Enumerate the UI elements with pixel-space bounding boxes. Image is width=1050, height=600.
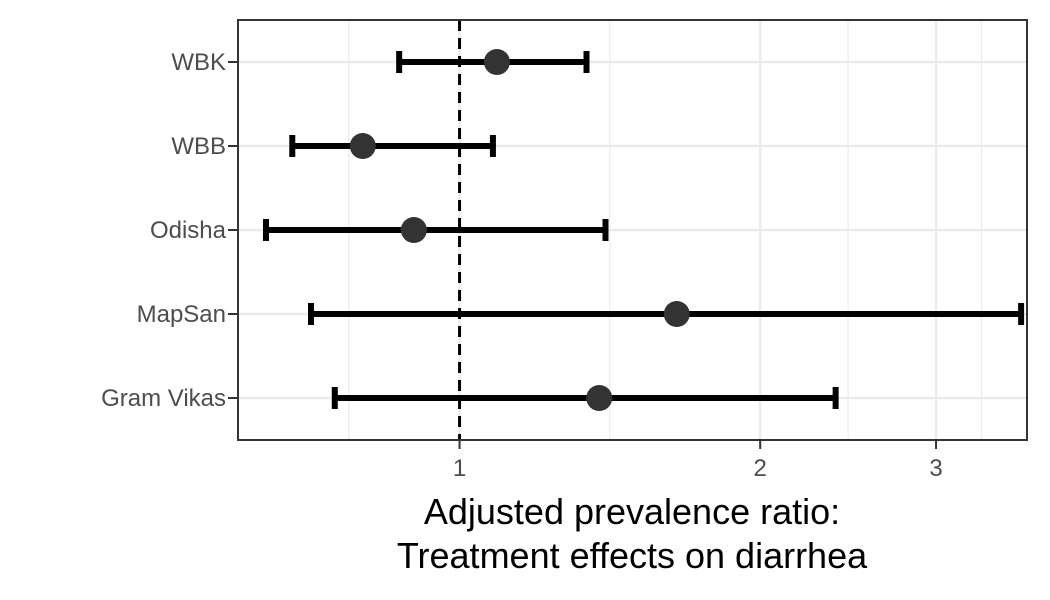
point-estimate-gram-vikas	[586, 385, 613, 411]
y-tick-label: Odisha	[150, 217, 227, 244]
point-estimate-mapsan	[663, 301, 690, 327]
y-tick-label: MapSan	[137, 301, 226, 328]
x-axis-ticks: 1 2 3	[453, 440, 943, 482]
x-axis-title-line-1: Adjusted prevalence ratio:	[424, 491, 840, 532]
y-tick-label: WBK	[171, 49, 226, 76]
x-tick-label: 2	[754, 455, 767, 482]
interval-wbb	[289, 135, 496, 157]
point-estimate-wbk	[483, 49, 510, 75]
y-tick-label: WBB	[171, 133, 226, 160]
point-estimates	[349, 49, 690, 411]
x-tick-label: 1	[453, 455, 466, 482]
point-estimate-wbb	[349, 133, 376, 159]
interval-odisha	[262, 219, 609, 241]
interval-gram-vikas	[331, 387, 839, 409]
point-estimate-odisha	[400, 217, 427, 243]
y-tick-label: Gram Vikas	[101, 385, 226, 412]
y-axis-ticks: WBK WBB Odisha MapSan Gram Vikas	[101, 49, 238, 412]
x-axis-title-line-2: Treatment effects on diarrhea	[397, 535, 868, 576]
x-tick-label: 3	[929, 455, 942, 482]
